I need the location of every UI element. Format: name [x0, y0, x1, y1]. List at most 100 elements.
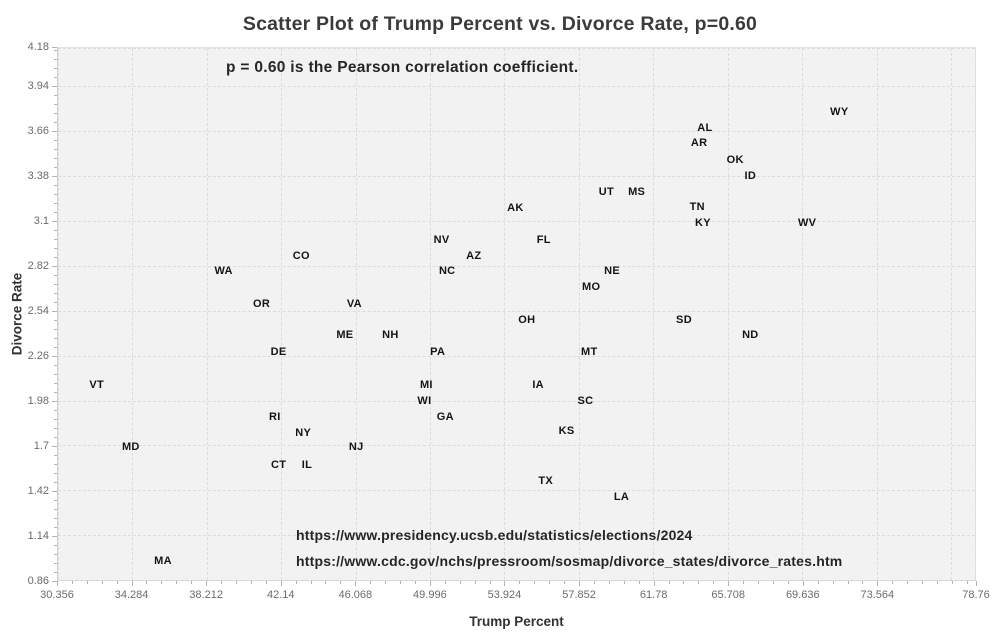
state-point-WI: WI — [417, 394, 432, 407]
state-point-MD: MD — [121, 441, 140, 453]
y-axis-minor-tick — [54, 256, 57, 258]
state-point-MO: MO — [582, 280, 601, 293]
y-axis-minor-tick — [54, 544, 57, 546]
x-gridline — [281, 48, 283, 580]
state-point-TN: TN — [689, 200, 705, 213]
y-axis-minor-tick — [54, 229, 57, 231]
state-point-KS: KS — [558, 424, 575, 437]
y-gridline — [58, 86, 975, 88]
state-point-AZ: AZ — [466, 250, 482, 263]
y-axis-minor-tick — [54, 238, 57, 240]
x-axis-minor-tick — [668, 581, 670, 584]
x-axis-minor-tick — [847, 581, 849, 584]
y-axis-major-tick — [52, 265, 57, 267]
y-axis-minor-tick — [54, 112, 57, 114]
y-axis-major-tick — [52, 355, 57, 357]
x-axis-minor-tick — [937, 581, 938, 584]
y-axis-minor-tick — [54, 328, 57, 330]
y-axis-minor-tick — [54, 337, 57, 339]
state-point-OH: OH — [518, 314, 536, 327]
y-axis-minor-tick — [54, 193, 57, 195]
x-axis-minor-tick — [414, 581, 416, 584]
x-tick-label: 65.708 — [711, 589, 746, 601]
state-point-PA: PA — [430, 346, 446, 359]
y-axis-minor-tick — [54, 49, 57, 51]
y-axis-minor-tick — [54, 139, 57, 141]
x-axis-minor-tick — [951, 581, 953, 584]
x-axis-minor-tick — [832, 581, 834, 584]
state-point-WY: WY — [830, 106, 849, 119]
x-gridline — [504, 48, 506, 580]
y-axis-minor-tick — [54, 274, 57, 276]
y-axis-minor-tick — [54, 508, 57, 510]
x-gridline — [58, 48, 59, 580]
y-axis-minor-tick — [54, 571, 57, 573]
state-point-AL: AL — [697, 122, 713, 135]
state-point-KY: KY — [695, 216, 711, 229]
source-link-divorce-rates: https://www.cdc.gov/nchs/pressroom/sosma… — [296, 553, 843, 569]
y-axis-minor-tick — [54, 463, 57, 465]
x-axis-major-tick — [877, 581, 879, 586]
x-axis-minor-tick — [892, 581, 894, 584]
y-axis-minor-tick — [54, 148, 57, 150]
y-tick-label: 1.14 — [27, 529, 49, 542]
y-tick-label: 0.86 — [27, 575, 49, 587]
y-axis-minor-tick — [54, 517, 57, 519]
y-axis-minor-tick — [54, 247, 57, 249]
x-axis-major-tick — [280, 581, 282, 586]
x-gridline — [727, 48, 729, 580]
y-axis-major-tick — [52, 581, 57, 582]
y-axis-minor-tick — [54, 418, 57, 420]
state-point-IL: IL — [301, 458, 313, 471]
x-axis-minor-tick — [787, 581, 789, 584]
x-axis-major-tick — [504, 581, 506, 586]
y-tick-label: 2.54 — [27, 304, 49, 317]
state-point-NC: NC — [438, 264, 456, 277]
x-axis-major-tick — [579, 581, 581, 586]
x-axis-minor-tick — [235, 581, 237, 584]
x-tick-label: 42.14 — [266, 589, 295, 601]
x-axis-minor-tick — [758, 581, 760, 584]
y-tick-label: 3.38 — [27, 169, 49, 182]
x-axis-minor-tick — [907, 581, 909, 584]
state-point-WV: WV — [797, 216, 817, 229]
y-tick-label: 1.42 — [27, 484, 49, 497]
y-tick-label: 3.1 — [33, 214, 49, 227]
state-point-MI: MI — [419, 378, 433, 391]
state-point-VT: VT — [89, 378, 105, 391]
x-gridline — [355, 48, 357, 580]
state-point-CO: CO — [292, 250, 310, 263]
x-axis-minor-tick — [71, 581, 73, 584]
state-point-SC: SC — [577, 394, 594, 407]
x-axis-minor-tick — [325, 581, 327, 584]
y-gridline — [58, 131, 975, 133]
x-axis-minor-tick — [161, 581, 163, 584]
y-axis-minor-tick — [54, 58, 57, 60]
x-axis-minor-tick — [444, 581, 446, 584]
state-point-CT: CT — [270, 458, 287, 471]
y-axis-major-tick — [52, 47, 57, 48]
y-axis-minor-tick — [54, 76, 57, 78]
x-axis-minor-tick — [340, 581, 342, 584]
plot-area: WY AL AR OK ID UT MS AK TN KY WV NV FL CO AZ WA NC NE MO OR… — [57, 47, 976, 581]
y-axis-major-tick — [52, 490, 57, 492]
y-axis-minor-tick — [54, 373, 57, 375]
state-point-NH: NH — [382, 328, 399, 341]
y-axis-minor-tick — [54, 562, 57, 564]
x-axis-minor-tick — [608, 581, 610, 584]
x-axis-major-tick — [976, 581, 977, 586]
x-tick-label: 61.78 — [639, 589, 668, 601]
x-axis-minor-tick — [772, 581, 774, 584]
y-tick-label: 4.18 — [27, 41, 49, 53]
state-point-WA: WA — [214, 264, 233, 277]
state-point-AK: AK — [507, 202, 524, 215]
state-point-TX: TX — [538, 474, 554, 487]
chart-title: Scatter Plot of Trump Percent vs. Divorc… — [242, 13, 758, 35]
y-axis-minor-tick — [54, 382, 57, 384]
state-point-MT: MT — [581, 346, 598, 359]
x-axis-minor-tick — [116, 581, 118, 584]
source-links: https://www.presidency.ucsb.edu/statisti… — [296, 522, 842, 574]
y-gridline — [58, 445, 975, 447]
y-axis-minor-tick — [54, 292, 57, 294]
y-axis-minor-tick — [54, 157, 57, 159]
